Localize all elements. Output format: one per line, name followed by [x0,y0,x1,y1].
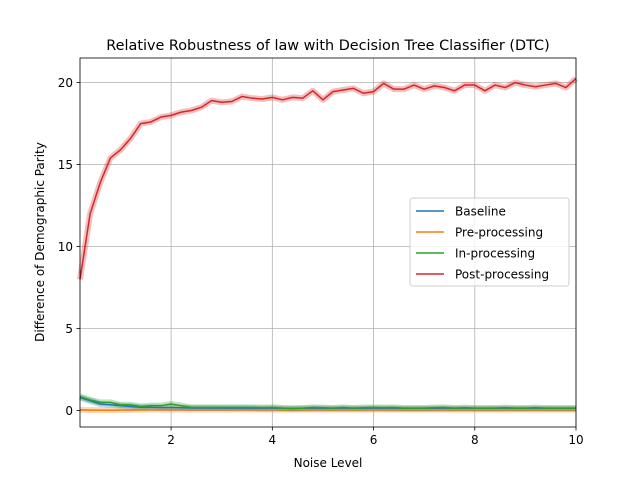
x-tick-label: 2 [167,433,175,447]
series-in-processing [79,395,576,410]
y-tick-label: 10 [58,240,73,254]
legend-label: Baseline [455,204,506,218]
x-axis: 2 4 6 8 10 [167,427,584,447]
series-post-processing [79,77,577,280]
legend: Baseline Pre-processing In-processing Post-… [409,197,570,287]
x-axis-title: Noise Level [294,456,363,470]
y-tick-label: 15 [58,158,73,172]
x-tick-label: 10 [568,433,583,447]
x-tick-label: 8 [471,433,479,447]
legend-label: In-processing [455,246,535,260]
y-tick-label: 20 [58,76,73,90]
y-axis: 0 5 10 15 20 [58,76,80,418]
y-tick-label: 0 [65,404,73,418]
x-tick-label: 4 [269,433,277,447]
plot-frame [79,57,577,428]
y-tick-label: 5 [65,322,73,336]
x-tick-label: 6 [370,433,378,447]
legend-box [409,197,570,287]
grid [80,58,577,427]
legend-label: Pre-processing [455,225,543,239]
y-axis-title: Difference of Demographic Parity [33,142,47,342]
series-lines [79,77,577,411]
chart-title: Relative Robustness of law with Decision… [106,38,549,54]
legend-label: Post-processing [455,267,549,281]
